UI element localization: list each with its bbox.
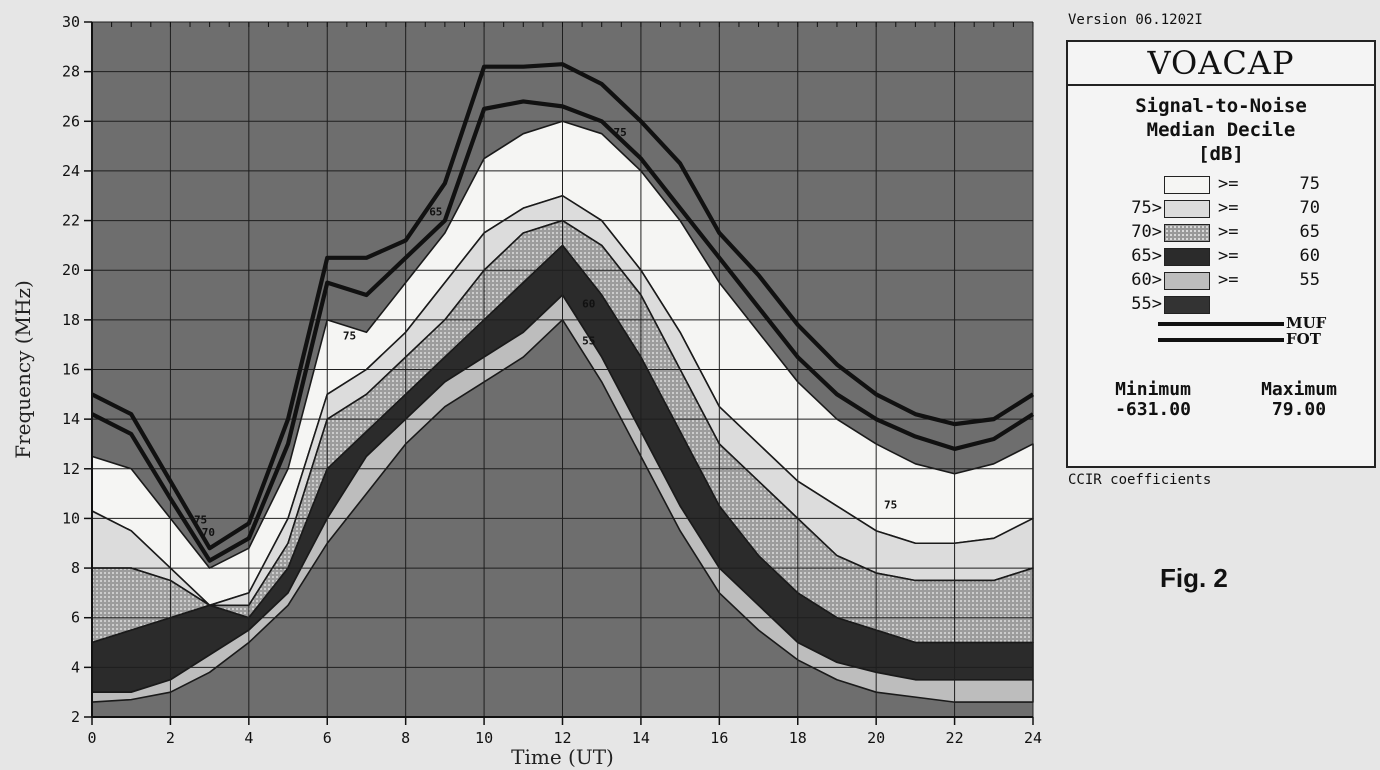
contour-label: 55 <box>582 335 595 348</box>
x-tick-label: 8 <box>401 729 410 747</box>
contour-label: 60 <box>582 297 595 310</box>
y-tick-label: 26 <box>62 112 80 130</box>
x-tick-label: 4 <box>244 729 253 747</box>
y-tick-label: 2 <box>71 708 80 726</box>
legend-row-prefix: 70> <box>1131 222 1162 242</box>
legend-panel: Version 06.1202I VOACAP Signal-to-Noise … <box>1062 10 1380 570</box>
figure-label: Fig. 2 <box>1160 563 1228 593</box>
contour-label: 75 <box>884 499 897 512</box>
legend-row-value: 70 <box>1299 198 1320 218</box>
x-tick-label: 10 <box>475 729 493 747</box>
fot-line-swatch <box>1158 338 1284 342</box>
legend-heading: Signal-to-Noise Median Decile [dB] <box>1068 94 1374 166</box>
fot-key-label: FOT <box>1286 330 1321 348</box>
legend-row: 55> <box>1094 294 1354 316</box>
muf-key-label: MUF <box>1286 314 1327 332</box>
contour-label: 75 <box>343 330 356 343</box>
y-tick-label: 6 <box>71 609 80 627</box>
contour-label: 75 <box>613 126 626 139</box>
legend-row-operator: >= <box>1218 246 1239 266</box>
legend-swatch <box>1164 224 1210 242</box>
x-tick-label: 12 <box>553 729 571 747</box>
muf-line <box>91 62 1035 551</box>
y-tick-label: 8 <box>71 559 80 577</box>
legend-row-prefix: 60> <box>1131 270 1162 290</box>
legend-swatch <box>1164 272 1210 290</box>
legend-row-operator: >= <box>1218 198 1239 218</box>
y-tick-label: 20 <box>62 261 80 279</box>
y-tick-label: 28 <box>62 63 80 81</box>
x-tick-label: 6 <box>323 729 332 747</box>
maximum-value: 79.00 <box>1271 399 1327 420</box>
legend-swatch <box>1164 248 1210 266</box>
y-tick-label: 30 <box>62 13 80 31</box>
muf-fot-lines <box>91 62 1035 563</box>
legend-row-operator: >= <box>1218 174 1239 194</box>
legend-row: >= 75 <box>1094 174 1354 196</box>
contour-label: 75 <box>194 513 207 526</box>
y-tick-label: 10 <box>62 509 80 527</box>
minimum-block: Minimum -631.00 <box>1088 380 1218 420</box>
legend-row-value: 75 <box>1299 174 1320 194</box>
maximum-label: Maximum <box>1261 379 1337 400</box>
legend-row: 60> >= 55 <box>1094 270 1354 292</box>
x-tick-label: 22 <box>946 729 964 747</box>
coefficients-label: CCIR coefficients <box>1068 472 1212 488</box>
legend-row-value: 65 <box>1299 222 1320 242</box>
x-tick-label: 2 <box>166 729 175 747</box>
legend-row-prefix: 75> <box>1131 198 1162 218</box>
fot-line <box>91 99 1035 563</box>
y-tick-label: 22 <box>62 212 80 230</box>
contour-label: 70 <box>202 526 215 539</box>
legend-row-value: 60 <box>1299 246 1320 266</box>
x-tick-label: 20 <box>867 729 885 747</box>
y-tick-label: 18 <box>62 311 80 329</box>
y-axis-label: Frequency (MHz) <box>11 280 35 459</box>
program-title: VOACAP <box>1068 42 1374 86</box>
legend-swatch <box>1164 296 1210 314</box>
minimum-label: Minimum <box>1115 379 1191 400</box>
legend-row-value: 55 <box>1299 270 1320 290</box>
y-tick-label: 14 <box>62 410 80 428</box>
x-tick-label: 16 <box>710 729 728 747</box>
y-tick-label: 24 <box>62 162 80 180</box>
legend-muf-key: MUF <box>1158 314 1358 332</box>
muf-line-swatch <box>1158 322 1284 326</box>
y-tick-label: 12 <box>62 460 80 478</box>
x-tick-label: 0 <box>87 729 96 747</box>
x-axis-label: Time (UT) <box>511 745 614 769</box>
x-tick-label: 24 <box>1024 729 1042 747</box>
y-tick-label: 4 <box>71 658 80 676</box>
maximum-block: Maximum 79.00 <box>1234 380 1364 420</box>
legend-heading-line: Signal-to-Noise <box>1135 95 1307 117</box>
legend-row: 70> >= 65 <box>1094 222 1354 244</box>
legend-swatch <box>1164 176 1210 194</box>
contour-label: 65 <box>429 206 442 219</box>
minimum-value: -631.00 <box>1115 399 1191 420</box>
x-tick-label: 18 <box>789 729 807 747</box>
legend-row-operator: >= <box>1218 222 1239 242</box>
legend-row-prefix: 55> <box>1131 294 1162 314</box>
legend-box: VOACAP Signal-to-Noise Median Decile [dB… <box>1066 40 1376 468</box>
legend-row: 75> >= 70 <box>1094 198 1354 220</box>
legend-heading-line: [dB] <box>1198 143 1244 165</box>
legend-row-operator: >= <box>1218 270 1239 290</box>
y-tick-label: 16 <box>62 361 80 379</box>
axes: 0 2 4 6 8 10 12 14 16 18 20 22 242468101214161820222… <box>62 13 1042 747</box>
legend-fot-key: FOT <box>1158 330 1358 348</box>
version-label: Version 06.1202I <box>1068 12 1203 28</box>
legend-row: 65> >= 60 <box>1094 246 1354 268</box>
legend-row-prefix: 65> <box>1131 246 1162 266</box>
x-tick-label: 14 <box>632 729 650 747</box>
legend-heading-line: Median Decile <box>1146 119 1296 141</box>
legend-swatch <box>1164 200 1210 218</box>
